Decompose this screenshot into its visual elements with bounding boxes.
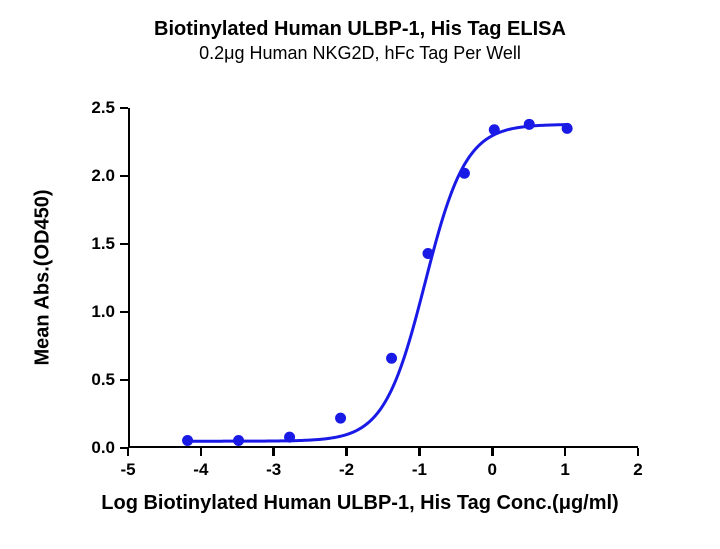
y-tick-mark — [120, 107, 128, 110]
x-tick-label: -1 — [399, 460, 439, 480]
data-point — [489, 124, 500, 135]
plot-svg — [130, 108, 640, 448]
y-tick-label: 1.0 — [70, 302, 115, 322]
data-point — [233, 435, 244, 446]
x-tick-label: -3 — [254, 460, 294, 480]
x-tick-mark — [200, 448, 203, 456]
data-point — [386, 353, 397, 364]
y-tick-label: 2.5 — [70, 98, 115, 118]
x-tick-label: 2 — [618, 460, 658, 480]
data-point — [524, 119, 535, 130]
x-tick-label: -2 — [327, 460, 367, 480]
data-point — [459, 168, 470, 179]
x-tick-mark — [418, 448, 421, 456]
data-point — [284, 432, 295, 443]
y-tick-mark — [120, 311, 128, 314]
data-point — [335, 413, 346, 424]
data-point — [182, 435, 193, 446]
x-tick-mark — [272, 448, 275, 456]
x-tick-mark — [345, 448, 348, 456]
x-tick-mark — [491, 448, 494, 456]
x-tick-mark — [637, 448, 640, 456]
y-tick-label: 0.5 — [70, 370, 115, 390]
x-axis-label: Log Biotinylated Human ULBP-1, His Tag C… — [10, 492, 710, 515]
chart-title-block: Biotinylated Human ULBP-1, His Tag ELISA… — [0, 18, 720, 64]
plot-area — [128, 108, 638, 448]
y-tick-mark — [120, 243, 128, 246]
data-point — [422, 248, 433, 259]
fit-curve — [188, 125, 568, 442]
chart-container: { "chart": { "type": "scatter-line-sigmo… — [0, 0, 720, 549]
x-tick-label: 0 — [472, 460, 512, 480]
chart-title: Biotinylated Human ULBP-1, His Tag ELISA — [0, 18, 720, 41]
y-tick-mark — [120, 175, 128, 178]
y-tick-mark — [120, 379, 128, 382]
x-tick-mark — [127, 448, 130, 456]
y-tick-label: 1.5 — [70, 234, 115, 254]
y-tick-label: 2.0 — [70, 166, 115, 186]
y-axis-label: Mean Abs.(OD450) — [32, 108, 55, 448]
x-tick-label: 1 — [545, 460, 585, 480]
y-tick-label: 0.0 — [70, 438, 115, 458]
data-point — [562, 123, 573, 134]
x-tick-label: -5 — [108, 460, 148, 480]
chart-subtitle: 0.2μg Human NKG2D, hFc Tag Per Well — [0, 43, 720, 64]
x-tick-label: -4 — [181, 460, 221, 480]
x-tick-mark — [564, 448, 567, 456]
